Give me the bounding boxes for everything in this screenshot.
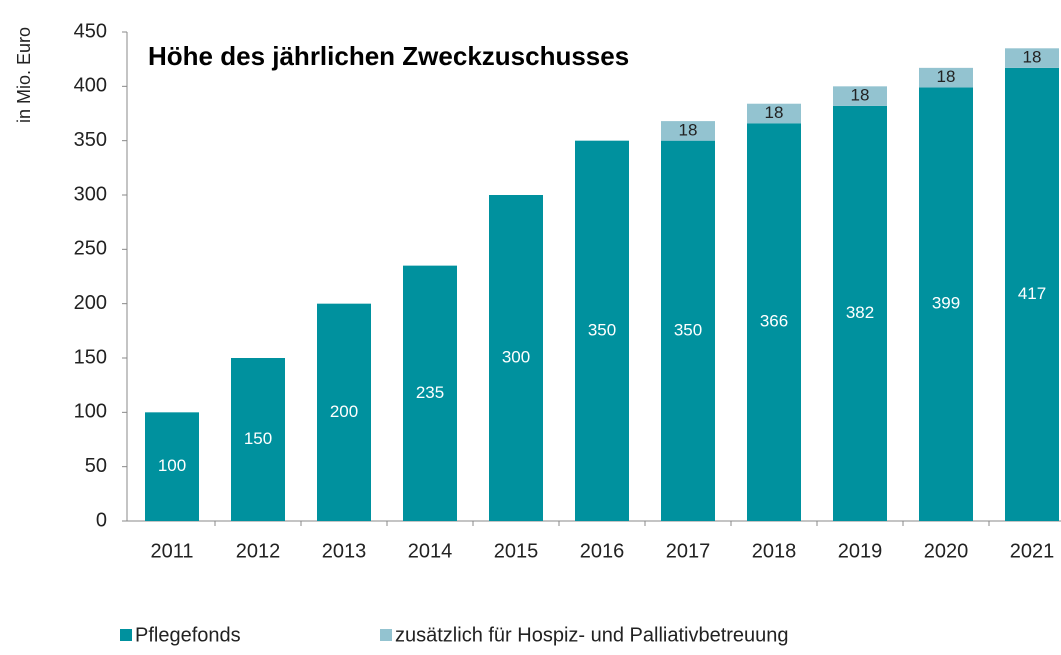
value-label: 150 xyxy=(244,429,272,448)
bar xyxy=(661,121,715,141)
legend-label: Pflegefonds xyxy=(135,624,241,646)
y-tick-label: 350 xyxy=(74,129,107,151)
bar xyxy=(1005,67,1059,522)
value-label: 18 xyxy=(851,86,870,105)
bar xyxy=(919,67,973,88)
legend-swatch xyxy=(120,629,132,641)
value-label: 200 xyxy=(330,402,358,421)
x-tick-label: 2018 xyxy=(752,540,797,562)
value-label: 18 xyxy=(1023,48,1042,67)
bar xyxy=(489,195,543,521)
y-tick-label: 100 xyxy=(74,401,107,423)
y-tick-label: 0 xyxy=(96,509,107,531)
y-tick-label: 400 xyxy=(74,75,107,97)
x-tick-label: 2017 xyxy=(666,540,711,562)
value-label: 18 xyxy=(679,120,698,139)
x-tick-label: 2015 xyxy=(494,540,539,562)
x-tick-label: 2019 xyxy=(838,540,883,562)
bar xyxy=(317,303,371,521)
bar xyxy=(575,140,629,521)
legend-label: zusätzlich für Hospiz- und Palliativbetr… xyxy=(395,624,789,646)
value-label: 417 xyxy=(1018,284,1046,303)
y-axis-label: in Mio. Euro xyxy=(14,27,34,123)
x-tick-label: 2020 xyxy=(924,540,969,562)
value-label: 366 xyxy=(760,312,788,331)
value-label: 350 xyxy=(588,320,616,339)
legend-swatch xyxy=(380,629,392,641)
y-tick-label: 200 xyxy=(74,292,107,314)
x-tick-label: 2011 xyxy=(150,540,193,562)
value-label: 18 xyxy=(765,103,784,122)
x-tick-label: 2013 xyxy=(322,540,367,562)
value-label: 235 xyxy=(416,383,444,402)
y-tick-label: 250 xyxy=(74,238,107,260)
value-label: 350 xyxy=(674,320,702,339)
bar xyxy=(747,123,801,521)
bar xyxy=(661,140,715,521)
bar xyxy=(1005,48,1059,68)
value-label: 300 xyxy=(502,347,530,366)
bar xyxy=(833,105,887,521)
y-tick-label: 450 xyxy=(74,20,107,42)
value-label: 382 xyxy=(846,303,874,322)
x-tick-label: 2021 xyxy=(1010,540,1055,562)
bar xyxy=(833,86,887,106)
y-tick-label: 50 xyxy=(85,455,107,477)
x-tick-label: 2014 xyxy=(408,540,453,562)
chart-title: Höhe des jährlichen Zweckzuschusses xyxy=(148,41,629,71)
x-tick-label: 2016 xyxy=(580,540,625,562)
bar xyxy=(403,265,457,521)
bar xyxy=(145,412,199,521)
value-label: 399 xyxy=(932,294,960,313)
value-label: 18 xyxy=(937,67,956,86)
bar xyxy=(231,358,285,521)
value-label: 100 xyxy=(158,456,186,475)
x-tick-label: 2012 xyxy=(236,540,281,562)
bar xyxy=(919,87,973,522)
y-tick-label: 300 xyxy=(74,183,107,205)
bar xyxy=(747,103,801,124)
y-tick-label: 150 xyxy=(74,346,107,368)
